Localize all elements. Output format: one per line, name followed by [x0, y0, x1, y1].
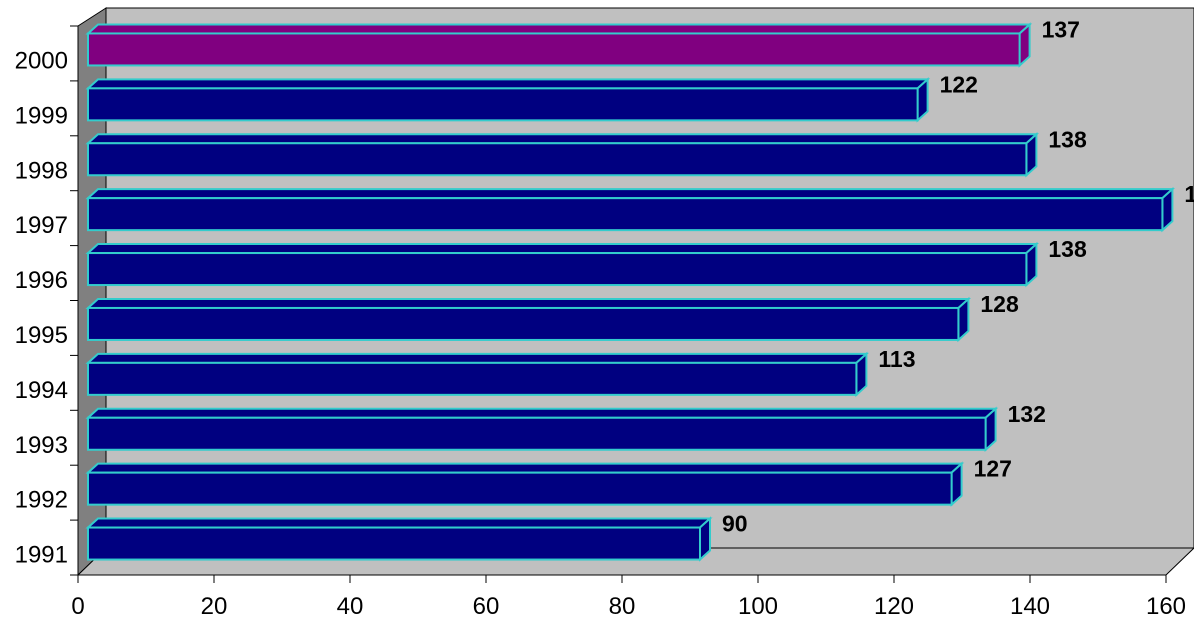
bar-front-face — [87, 32, 1021, 67]
y-tick-label-1997: 1997 — [15, 212, 68, 239]
x-tick-label-0: 0 — [71, 593, 84, 620]
y-tick-label-1996: 1996 — [15, 267, 68, 294]
bar-front-face — [87, 526, 701, 561]
value-label-1997: 158 — [1184, 181, 1194, 207]
y-tick-label-1999: 1999 — [15, 102, 68, 129]
bar-top-face — [85, 517, 713, 529]
bar-front-face — [87, 471, 953, 506]
bar-1995 — [85, 296, 972, 343]
bar-1998 — [85, 132, 1040, 178]
x-tick-label-100: 100 — [738, 593, 778, 620]
y-tick-label-1995: 1995 — [15, 322, 68, 349]
bar-top-face — [85, 23, 1033, 35]
x-tick-label-140: 140 — [1010, 593, 1050, 620]
bar-top-face — [85, 407, 999, 419]
bar-1993 — [85, 406, 999, 452]
bar-front-face — [87, 306, 960, 341]
y-tick-label-1994: 1994 — [15, 377, 68, 404]
bar-front-face — [87, 142, 1028, 177]
value-label-1999: 122 — [940, 71, 978, 97]
value-label-1991: 90 — [722, 511, 748, 537]
bar-top-face — [85, 462, 965, 474]
y-tick-label-1992: 1992 — [15, 487, 68, 514]
bar-1991 — [85, 516, 713, 562]
y-tick-label-2000: 2000 — [15, 47, 68, 74]
x-tick-label-20: 20 — [201, 593, 228, 620]
value-label-1998: 138 — [1048, 126, 1087, 152]
bar-1992 — [85, 461, 965, 507]
value-label-2000: 137 — [1042, 16, 1080, 42]
bar-top-face — [85, 188, 1176, 200]
bar-top-face — [85, 78, 931, 90]
bar-front-face — [87, 197, 1164, 232]
bar-1999 — [85, 77, 931, 123]
bar-top-face — [85, 243, 1040, 255]
bar-top-face — [85, 297, 972, 309]
bar-1997 — [85, 186, 1176, 233]
bar-2000 — [85, 22, 1033, 68]
data-labels: 90 127 132 113 128 138 158 138 122 137 — [722, 16, 1194, 536]
bar-1994 — [85, 351, 870, 398]
value-label-1996: 138 — [1048, 236, 1087, 262]
bar-top-face — [85, 352, 870, 364]
bar-1996 — [85, 241, 1040, 288]
value-label-1993: 132 — [1008, 401, 1046, 427]
y-tick-label-1998: 1998 — [15, 157, 68, 184]
bar-top-face — [85, 133, 1040, 145]
bar-front-face — [87, 252, 1028, 287]
x-tick-label-40: 40 — [337, 593, 364, 620]
value-label-1992: 127 — [974, 456, 1012, 482]
value-label-1994: 113 — [878, 346, 915, 372]
bar-front-face — [87, 416, 987, 451]
x-tick-label-160: 160 — [1146, 593, 1186, 620]
x-axis-tick-labels: 0 20 40 60 80 100 120 140 160 — [71, 593, 1186, 620]
x-tick-label-120: 120 — [874, 593, 914, 620]
bars — [85, 22, 1176, 562]
x-tick-label-80: 80 — [609, 593, 636, 620]
y-axis-ticks — [70, 25, 78, 576]
y-tick-label-1991: 1991 — [15, 542, 68, 569]
bar-front-face — [87, 87, 919, 122]
x-tick-label-60: 60 — [473, 593, 500, 620]
y-tick-label-1993: 1993 — [15, 432, 68, 459]
x-axis-ticks — [77, 575, 1167, 583]
y-axis-tick-labels: 1991 1992 1993 1994 1995 1996 1997 1998 1999 2000 — [15, 47, 68, 568]
value-label-1995: 128 — [980, 291, 1019, 317]
bar-front-face — [87, 361, 858, 396]
